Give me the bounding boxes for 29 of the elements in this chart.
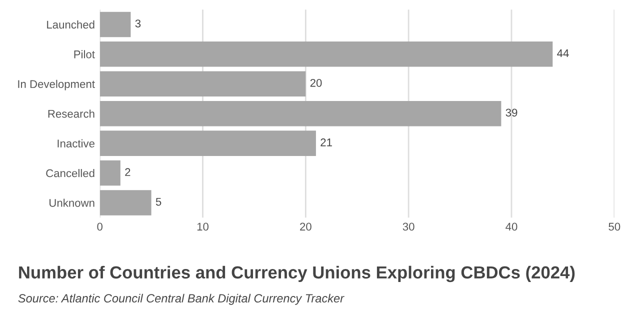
data-label: 2 bbox=[125, 168, 130, 176]
data-label: 3 bbox=[135, 20, 141, 28]
bar bbox=[100, 42, 553, 67]
text: Number of Countries and Currency Unions Exploring CBDCs (2024) bbox=[19, 266, 575, 282]
bar bbox=[100, 12, 131, 38]
x-tick-label: 40 bbox=[506, 222, 518, 231]
data-label: 44 bbox=[557, 49, 569, 58]
data-label: 20 bbox=[310, 79, 322, 87]
y-tick-label: Cancelled bbox=[46, 169, 94, 178]
data-label: 21 bbox=[320, 138, 332, 146]
bar bbox=[100, 100, 502, 126]
y-tick-label: Pilot bbox=[74, 50, 95, 58]
bar bbox=[100, 130, 316, 156]
x-tick-label: 0 bbox=[97, 222, 102, 231]
x-tick-label: 10 bbox=[197, 222, 208, 231]
y-tick-label: Unknown bbox=[50, 198, 94, 207]
x-tick-label: 30 bbox=[402, 222, 414, 231]
x-tick-label: 50 bbox=[608, 222, 620, 231]
data-label: 5 bbox=[156, 198, 162, 206]
bar bbox=[100, 71, 306, 97]
y-tick-label: Launched bbox=[47, 20, 94, 29]
bar bbox=[100, 190, 152, 216]
data-label: 39 bbox=[506, 108, 518, 117]
x-tick-label: 20 bbox=[300, 222, 312, 231]
source-note: Source: Atlantic Council Central Bank Digital Currency Tracker bbox=[18, 294, 344, 305]
y-tick-label: Inactive bbox=[58, 139, 94, 148]
y-tick-label: Research bbox=[48, 110, 94, 118]
y-tick-label: In Development bbox=[18, 80, 95, 90]
bar bbox=[100, 160, 120, 186]
